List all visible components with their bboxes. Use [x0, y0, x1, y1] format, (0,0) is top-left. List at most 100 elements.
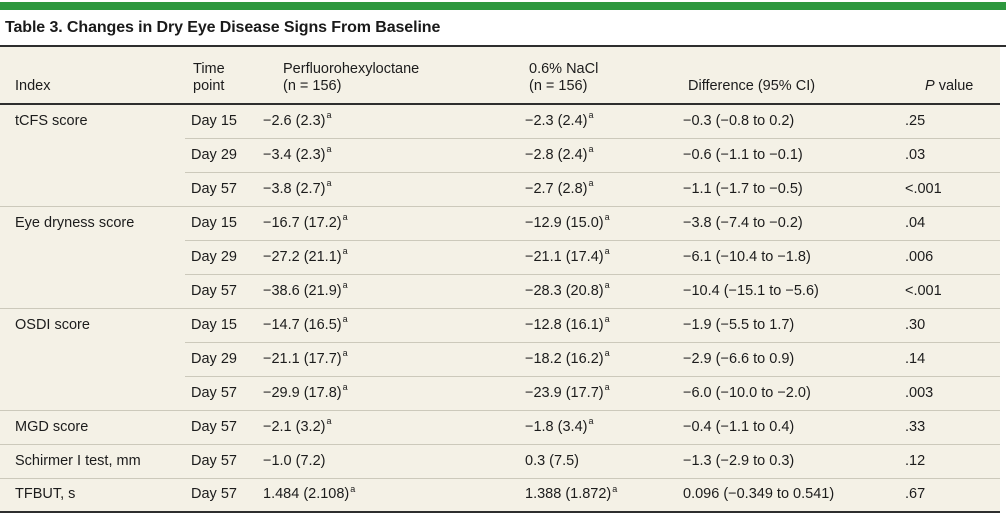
footnote-marker-a: a — [342, 347, 348, 358]
footnote-marker-a: a — [604, 313, 610, 324]
cell-nacl-value: −1.8 (3.4)a — [518, 409, 676, 444]
cell-drug-value: −16.7 (17.2)a — [258, 205, 518, 240]
table-title: Table 3. Changes in Dry Eye Disease Sign… — [5, 19, 441, 36]
footnote-marker-a: a — [326, 110, 332, 121]
footnote-marker-a: a — [342, 381, 348, 392]
drug-value: −38.6 (21.9) — [263, 282, 342, 299]
cell-difference: 0.096 (−0.349 to 0.541) — [676, 477, 898, 512]
cell-difference: −0.3 (−0.8 to 0.2) — [683, 112, 795, 129]
cell-drug-value: 1.484 (2.108)a — [258, 477, 518, 512]
cell-index: Schirmer I test, mm — [0, 443, 185, 478]
cell-nacl-value: −2.8 (2.4)a — [518, 137, 676, 172]
footnote-marker-a: a — [588, 177, 594, 188]
cell-time-point: Day 57 — [185, 171, 258, 206]
cell-p-value: <.001 — [898, 273, 1000, 308]
cell-nacl-value: 0.3 (7.5) — [518, 443, 676, 478]
table-row: tCFS score Day 15 −2.6 (2.3)a −2.3 (2.4)… — [0, 104, 1000, 138]
cell-difference: −6.0 (−10.0 to −2.0) — [676, 375, 898, 410]
footnote-marker-a: a — [588, 415, 594, 426]
col-header-index-label: Index — [15, 78, 51, 95]
cell-p-value: .25 — [905, 112, 926, 129]
cell-p-value: .006 — [898, 239, 1000, 274]
footnote-marker-a: a — [612, 483, 618, 494]
cell-p-value: .003 — [898, 375, 1000, 410]
drug-value: −3.4 (2.3) — [263, 146, 326, 163]
footnote-marker-a: a — [604, 211, 610, 222]
nacl-value: −2.3 (2.4) — [525, 112, 588, 129]
table-row: Day 57 −29.9 (17.8)a −23.9 (17.7)a −6.0 … — [0, 375, 1000, 410]
cell-drug-value: −27.2 (21.1)a — [258, 239, 518, 274]
footnote-marker-a: a — [342, 245, 348, 256]
cell-difference: −0.6 (−1.1 to −0.1) — [676, 137, 898, 172]
drug-value: −2.1 (3.2) — [263, 418, 326, 435]
cell-difference: −1.1 (−1.7 to −0.5) — [676, 171, 898, 206]
drug-value: −29.9 (17.8) — [263, 384, 342, 401]
cell-time-point: Day 29 — [185, 239, 258, 274]
cell-time-point: Day 29 — [185, 341, 258, 376]
cell-drug-value: −2.1 (3.2)a — [258, 409, 518, 444]
cell-nacl-value: 1.388 (1.872)a — [518, 477, 676, 512]
footnote-marker-a: a — [342, 313, 348, 324]
footnote-marker-a: a — [350, 483, 356, 494]
nacl-value: −23.9 (17.7) — [525, 384, 604, 401]
drug-value: −3.8 (2.7) — [263, 180, 326, 197]
cell-p-value: .33 — [898, 409, 1000, 444]
footnote-marker-a: a — [342, 211, 348, 222]
header-row: Index Time point Perfluorohexyloctane (n… — [0, 47, 1000, 105]
cell-difference: −2.9 (−6.6 to 0.9) — [676, 341, 898, 376]
nacl-value: −2.7 (2.8) — [525, 180, 588, 197]
cell-index: MGD score — [0, 409, 185, 444]
cell-p-value: .04 — [898, 205, 1000, 240]
accent-bar — [0, 2, 1006, 10]
drug-value: 1.484 (2.108) — [263, 486, 350, 503]
drug-value: −2.6 (2.3) — [263, 112, 326, 129]
col-header-drug-line2: (n = 156) — [283, 78, 342, 95]
col-header-index: Index — [0, 47, 185, 105]
cell-drug-value: −21.1 (17.7)a — [258, 341, 518, 376]
cell-drug-value: −14.7 (16.5)a — [258, 307, 518, 342]
col-header-difference-label: Difference (95% CI) — [688, 78, 816, 95]
nacl-value: −12.9 (15.0) — [525, 214, 604, 231]
footnote-marker-a: a — [326, 143, 332, 154]
col-header-nacl-line2: (n = 156) — [529, 78, 588, 95]
cell-nacl-value: −28.3 (20.8)a — [518, 273, 676, 308]
cell-nacl-value: −18.2 (16.2)a — [518, 341, 676, 376]
cell-index: Eye dryness score — [0, 205, 185, 308]
cell-p-value: .67 — [898, 477, 1000, 512]
table-row: Schirmer I test, mm Day 57 −1.0 (7.2) 0.… — [0, 443, 1000, 478]
col-header-p-italic: P — [925, 78, 935, 95]
nacl-value: −18.2 (16.2) — [525, 350, 604, 367]
cell-time-point: Day 15 — [185, 205, 258, 240]
cell-difference: −0.4 (−1.1 to 0.4) — [676, 409, 898, 444]
data-table: Index Time point Perfluorohexyloctane (n… — [0, 47, 1000, 513]
cell-index: TFBUT, s — [0, 477, 185, 512]
cell-p-value: .30 — [898, 307, 1000, 342]
cell-time-point: Day 57 — [185, 409, 258, 444]
drug-value: −16.7 (17.2) — [263, 214, 342, 231]
table-body: tCFS score Day 15 −2.6 (2.3)a −2.3 (2.4)… — [0, 104, 1000, 512]
drug-value: −27.2 (21.1) — [263, 248, 342, 265]
cell-time-point: Day 57 — [185, 443, 258, 478]
table-row: Day 29 −3.4 (2.3)a −2.8 (2.4)a −0.6 (−1.… — [0, 137, 1000, 172]
cell-nacl-value: −2.7 (2.8)a — [518, 171, 676, 206]
nacl-value: 0.3 (7.5) — [525, 452, 579, 469]
cell-p-value: <.001 — [898, 171, 1000, 206]
col-header-perfluorohexyloctane: Perfluorohexyloctane (n = 156) — [258, 47, 518, 105]
cell-time-point: Day 15 — [191, 112, 237, 129]
cell-p-value: .12 — [898, 443, 1000, 478]
col-header-nacl: 0.6% NaCl (n = 156) — [518, 47, 676, 105]
title-rule — [0, 45, 1006, 47]
table-header: Index Time point Perfluorohexyloctane (n… — [0, 47, 1000, 105]
col-header-drug-line1: Perfluorohexyloctane — [283, 60, 420, 77]
cell-drug-value: −29.9 (17.8)a — [258, 375, 518, 410]
footnote-marker-a: a — [326, 177, 332, 188]
cell-nacl-value: −12.9 (15.0)a — [518, 205, 676, 240]
table-row: Day 29 −27.2 (21.1)a −21.1 (17.4)a −6.1 … — [0, 239, 1000, 274]
col-header-time-line2: point — [193, 78, 225, 95]
cell-difference: −3.8 (−7.4 to −0.2) — [676, 205, 898, 240]
drug-value: −1.0 (7.2) — [263, 452, 326, 469]
footnote-marker-a: a — [326, 415, 332, 426]
cell-difference: −1.3 (−2.9 to 0.3) — [676, 443, 898, 478]
col-header-time-point: Time point — [185, 47, 258, 105]
